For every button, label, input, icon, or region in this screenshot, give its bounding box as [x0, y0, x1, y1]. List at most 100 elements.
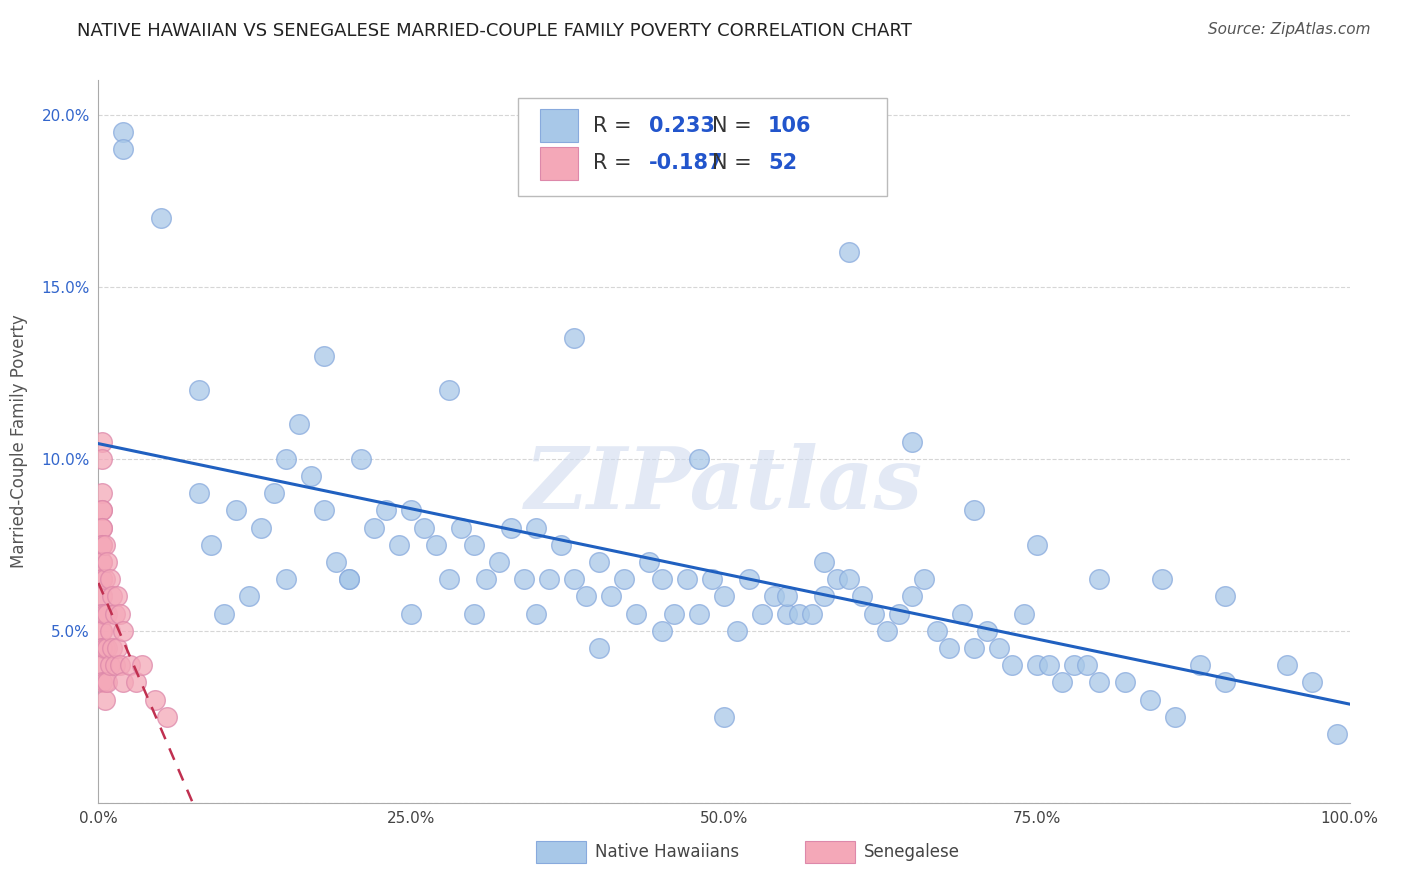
Point [105, 640, 128, 655]
Text: Native Hawaiians: Native Hawaiians [595, 843, 740, 861]
Point [274, 572, 298, 586]
Point [112, 125, 135, 139]
Point [751, 607, 773, 621]
Point [91, 434, 114, 449]
Point [91, 486, 114, 500]
Point [524, 607, 547, 621]
Point [91, 590, 114, 604]
Point [105, 590, 128, 604]
Point [988, 640, 1011, 655]
Point [101, 590, 124, 604]
Point [91, 520, 114, 534]
Point [91, 624, 114, 638]
Point [524, 520, 547, 534]
Point [1301, 675, 1323, 690]
Point [1001, 658, 1024, 673]
Point [118, 658, 141, 673]
Point [588, 640, 610, 655]
Point [93, 640, 115, 655]
Point [91, 538, 114, 552]
Point [713, 590, 735, 604]
Point [91, 658, 114, 673]
Point [688, 451, 710, 466]
Point [738, 572, 761, 586]
Point [813, 555, 835, 569]
Point [91, 590, 114, 604]
Point [562, 331, 585, 345]
Point [93, 572, 115, 586]
Point [1076, 658, 1098, 673]
FancyBboxPatch shape [540, 147, 578, 180]
Point [1026, 538, 1049, 552]
Point [91, 658, 114, 673]
Point [800, 607, 823, 621]
Point [463, 538, 485, 552]
Point [613, 572, 636, 586]
Point [91, 640, 114, 655]
Point [91, 607, 114, 621]
Point [263, 486, 285, 500]
Point [93, 607, 115, 621]
Point [1038, 658, 1060, 673]
Text: R =: R = [593, 116, 638, 136]
Point [1326, 727, 1348, 741]
Point [104, 607, 127, 621]
Point [287, 417, 309, 432]
Point [274, 451, 298, 466]
Point [600, 590, 623, 604]
Point [700, 572, 723, 586]
Point [91, 675, 114, 690]
Text: Source: ZipAtlas.com: Source: ZipAtlas.com [1208, 22, 1371, 37]
Point [108, 607, 131, 621]
Point [650, 624, 672, 638]
Point [98, 572, 121, 586]
FancyBboxPatch shape [806, 841, 855, 863]
Text: N =: N = [711, 116, 758, 136]
Point [925, 624, 948, 638]
Point [98, 658, 121, 673]
Point [1163, 710, 1185, 724]
Text: ZIPatlas: ZIPatlas [524, 443, 924, 526]
Point [91, 538, 114, 552]
Point [131, 658, 153, 673]
Point [838, 245, 860, 260]
Point [91, 572, 114, 586]
Point [312, 503, 335, 517]
Point [475, 572, 498, 586]
Point [98, 624, 121, 638]
Point [375, 503, 398, 517]
Point [388, 538, 411, 552]
Point [463, 607, 485, 621]
Point [963, 503, 986, 517]
Text: 106: 106 [768, 116, 811, 136]
Point [425, 538, 447, 552]
Text: 52: 52 [768, 153, 797, 173]
Point [363, 520, 385, 534]
Point [1014, 607, 1036, 621]
Text: Senegalese: Senegalese [865, 843, 960, 861]
Point [91, 503, 114, 517]
Point [91, 624, 114, 638]
Point [976, 624, 998, 638]
Text: 0.233: 0.233 [650, 116, 714, 136]
Text: -0.187: -0.187 [650, 153, 724, 173]
Point [1088, 572, 1111, 586]
Point [889, 607, 911, 621]
Point [187, 383, 209, 397]
Point [963, 640, 986, 655]
Point [238, 590, 260, 604]
Point [187, 486, 209, 500]
Point [250, 520, 273, 534]
Point [112, 624, 135, 638]
Point [876, 624, 898, 638]
Point [91, 520, 114, 534]
Point [675, 572, 697, 586]
Point [93, 692, 115, 706]
Point [575, 590, 598, 604]
Point [787, 607, 810, 621]
Point [713, 710, 735, 724]
Point [125, 675, 148, 690]
Point [150, 211, 173, 225]
Point [776, 607, 799, 621]
Point [638, 555, 661, 569]
